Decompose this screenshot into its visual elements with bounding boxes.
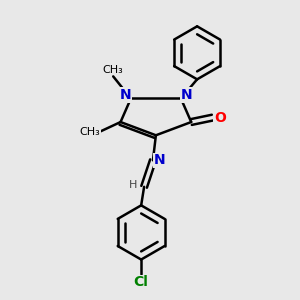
- Text: Cl: Cl: [134, 275, 148, 290]
- Text: H: H: [129, 180, 137, 190]
- Text: CH₃: CH₃: [79, 127, 100, 137]
- Text: N: N: [120, 88, 131, 102]
- Text: O: O: [214, 111, 226, 124]
- Text: CH₃: CH₃: [103, 65, 124, 75]
- Text: N: N: [180, 88, 192, 102]
- Text: N: N: [154, 153, 165, 167]
